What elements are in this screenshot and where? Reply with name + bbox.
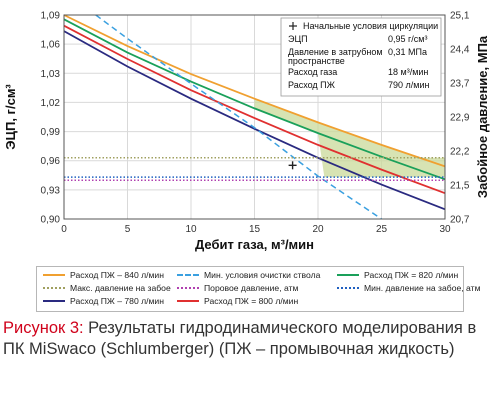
- legend-label: Мин. условия очистки ствола: [204, 270, 321, 280]
- x-tick-label: 25: [376, 224, 388, 235]
- annotation-frame: [280, 17, 442, 97]
- y-tick-label: 1,06: [41, 40, 61, 51]
- annotation-label: ЭЦП: [288, 34, 308, 44]
- legend-swatch: [337, 274, 359, 276]
- annotation-label-cont: пространстве: [288, 56, 345, 66]
- series-line-2: [63, 24, 446, 195]
- legend-item: Мин. давление на забое, атм: [337, 283, 480, 293]
- y2-axis-title: Забойное давление, МПа: [475, 35, 490, 198]
- annotation-value: 0,31 МПа: [388, 47, 427, 57]
- y2-tick-label: 21,5: [450, 181, 470, 192]
- legend-label: Макс. давление на забое: [70, 283, 171, 293]
- legend-swatch: [43, 287, 65, 289]
- series-line-3: [63, 30, 446, 211]
- legend-swatch: [43, 300, 65, 302]
- y-tick-label: 1,09: [41, 11, 61, 22]
- annotation-box: Начальные условия циркуляции ЭЦП 0,95 г/см…: [280, 17, 442, 97]
- legend-item: Расход ПЖ = 800 л/мин: [177, 296, 298, 306]
- legend-label: Поровое давление, атм: [204, 283, 299, 293]
- chart-svg: 0 5 10 15 20 25 30 0,90 0,93 0,96 0,99 1,02 1,03 1,06…: [3, 11, 490, 253]
- y-tick-label: 0,99: [41, 127, 61, 138]
- y-tick-label: 0,93: [41, 185, 61, 196]
- legend-item: Макс. давление на забое: [43, 283, 171, 293]
- x-tick-label: 15: [249, 224, 261, 235]
- legend-swatch: [43, 274, 65, 276]
- y-axis-title: ЭЦП, г/см³: [3, 84, 18, 150]
- x-axis-title: Дебит газа, м³/мин: [195, 237, 314, 252]
- figure-caption: Рисунок 3: Результаты гидродинамического…: [3, 318, 497, 360]
- y-tick-label: 1,03: [41, 69, 61, 80]
- annotation-header: Начальные условия циркуляции: [303, 21, 438, 31]
- legend-label: Расход ПЖ = 800 л/мин: [204, 296, 299, 306]
- legend-item: Мин. условия очистки ствола: [177, 270, 320, 280]
- x-tick-label: 0: [61, 224, 67, 235]
- y-tick-label: 1,02: [41, 98, 61, 109]
- legend-swatch: [337, 287, 359, 289]
- legend-item: Расход ПЖ = 820 л/мин: [337, 270, 458, 280]
- annotation-value: 0,95 г/см³: [388, 34, 428, 44]
- y2-tick-label: 20,7: [450, 215, 470, 226]
- y2-tick-label: 22,2: [450, 147, 470, 158]
- y2-tick-label: 24,4: [450, 45, 470, 56]
- x-tick-label: 10: [185, 224, 197, 235]
- x-tick-label: 30: [439, 224, 451, 235]
- annotation-value: 18 м³/мин: [388, 67, 428, 77]
- y2-tick-label: 23,7: [450, 79, 470, 90]
- legend-item: Поровое давление, атм: [177, 283, 298, 293]
- legend-label: Расход ПЖ – 780 л/мин: [70, 296, 164, 306]
- legend-item: Расход ПЖ – 840 л/мин: [43, 270, 164, 280]
- series-line-0: [63, 14, 446, 168]
- caption-label: Рисунок 3:: [3, 319, 84, 337]
- x-tick-label: 20: [312, 224, 324, 235]
- series-line-4: [95, 14, 382, 220]
- legend-label: Расход ПЖ = 820 л/мин: [364, 270, 459, 280]
- plot-frame: [63, 14, 446, 220]
- legend-label: Мин. давление на забое, атм: [364, 283, 481, 293]
- legend-label: Расход ПЖ – 840 л/мин: [70, 270, 164, 280]
- x-tick-label: 5: [125, 224, 131, 235]
- chart-legend: Расход ПЖ – 840 л/мин Мин. условия очистк…: [36, 266, 480, 312]
- annotation-value: 790 л/мин: [388, 80, 429, 90]
- legend-item: Расход ПЖ – 780 л/мин: [43, 296, 164, 306]
- annotation-label: Давление в затрубном: [288, 47, 383, 57]
- y2-tick-label: 25,1: [450, 11, 470, 22]
- caption-text: Результаты гидродинамического моделирова…: [3, 319, 477, 358]
- y-tick-label: 0,90: [41, 215, 61, 226]
- legend-swatch: [177, 274, 199, 276]
- y-tick-label: 0,96: [41, 156, 61, 167]
- legend-swatch: [177, 287, 199, 289]
- annotation-label: Расход ПЖ: [288, 80, 336, 90]
- annotation-label: Расход газа: [288, 67, 337, 77]
- y2-tick-label: 22,9: [450, 113, 470, 124]
- legend-swatch: [177, 300, 199, 302]
- series-line-1: [63, 18, 446, 181]
